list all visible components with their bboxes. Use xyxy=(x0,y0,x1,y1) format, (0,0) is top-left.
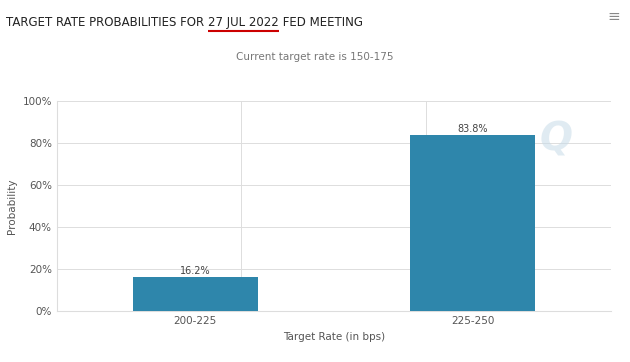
Text: FED MEETING: FED MEETING xyxy=(279,16,363,29)
Text: Current target rate is 150-175: Current target rate is 150-175 xyxy=(236,52,394,63)
Text: ≡: ≡ xyxy=(608,9,621,24)
Bar xyxy=(410,135,535,311)
Text: 16.2%: 16.2% xyxy=(180,266,210,275)
Y-axis label: Probability: Probability xyxy=(7,178,17,234)
Text: 27 JUL 2022: 27 JUL 2022 xyxy=(208,16,279,29)
X-axis label: Target Rate (in bps): Target Rate (in bps) xyxy=(283,332,385,342)
Bar xyxy=(133,277,258,311)
Text: TARGET RATE PROBABILITIES FOR: TARGET RATE PROBABILITIES FOR xyxy=(6,16,208,29)
Text: 83.8%: 83.8% xyxy=(457,124,488,134)
Text: Q: Q xyxy=(539,120,572,158)
